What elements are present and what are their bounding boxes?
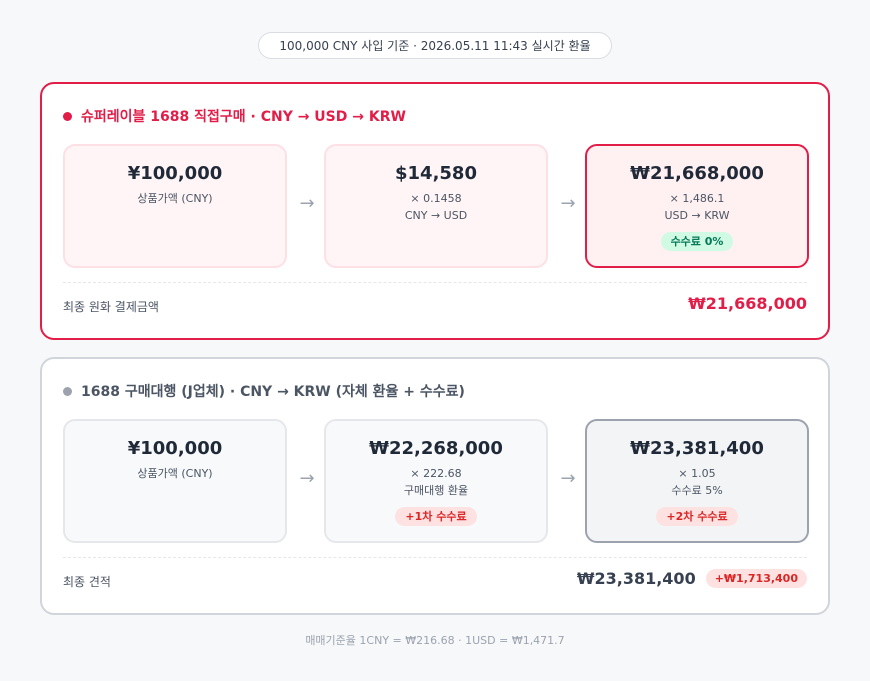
card-title: 슈퍼레이블 1688 직접구매 · CNY → USD → KRW bbox=[63, 106, 406, 126]
step-box-krw: ₩21,668,000 × 1,486.1 USD → KRW 수수료 0% bbox=[585, 144, 809, 268]
header-summary-pill: 100,000 CNY 사입 기준 · 2026.05.11 11:43 실시간… bbox=[258, 32, 612, 59]
footer-label: 최종 견적 bbox=[63, 575, 111, 589]
footer-total: ₩21,668,000 bbox=[688, 294, 807, 313]
step-label: 상품가액 (CNY) bbox=[137, 192, 213, 205]
step-label: 구매대행 환율 bbox=[403, 484, 469, 497]
step-rate: × 1,486.1 bbox=[669, 192, 725, 205]
step-box-usd: $14,580 × 0.1458 CNY → USD bbox=[324, 144, 548, 268]
step-pair: USD → KRW bbox=[664, 209, 730, 222]
step-box-cny: ¥100,000 상품가액 (CNY) bbox=[63, 419, 287, 543]
step-rate: × 0.1458 bbox=[410, 192, 462, 205]
step-box-agency-fee: ₩23,381,400 × 1.05 수수료 5% +2차 수수료 bbox=[585, 419, 809, 543]
step-amount: ₩22,268,000 bbox=[369, 438, 503, 459]
step-amount: ₩21,668,000 bbox=[630, 163, 764, 184]
fee-badge: +1차 수수료 bbox=[395, 507, 477, 526]
footer-total: ₩23,381,400 bbox=[576, 569, 696, 588]
footer-total-group: ₩23,381,400 +₩1,713,400 bbox=[577, 569, 807, 588]
step-pair: CNY → USD bbox=[404, 209, 468, 222]
step-label: 수수료 5% bbox=[671, 484, 723, 497]
status-dot-icon bbox=[63, 386, 72, 396]
header-summary-text: 100,000 CNY 사입 기준 · 2026.05.11 11:43 실시간… bbox=[279, 39, 591, 53]
step-amount: ₩23,381,400 bbox=[630, 438, 764, 459]
fee-badge: 수수료 0% bbox=[660, 232, 734, 251]
step-rate: × 1.05 bbox=[678, 467, 716, 480]
superlabel-direct-card: 슈퍼레이블 1688 직접구매 · CNY → USD → KRW ¥100,0… bbox=[40, 82, 830, 340]
card-title-text: 1688 구매대행 (J업체) · CNY → KRW (자체 환율 + 수수료… bbox=[81, 384, 465, 400]
step-amount: ¥100,000 bbox=[127, 438, 223, 459]
reference-rate-note: 매매기준율 1CNY = ₩216.68 · 1USD = ₩1,471.7 bbox=[305, 634, 565, 647]
step-box-cny: ¥100,000 상품가액 (CNY) bbox=[63, 144, 287, 268]
arrow-right-icon: → bbox=[299, 193, 315, 214]
arrow-right-icon: → bbox=[299, 468, 315, 489]
card-title-text: 슈퍼레이블 1688 직접구매 · CNY → USD → KRW bbox=[81, 109, 406, 125]
difference-badge: +₩1,713,400 bbox=[705, 569, 807, 588]
footer-label: 최종 원화 결제금액 bbox=[63, 300, 159, 314]
agency-purchase-card: 1688 구매대행 (J업체) · CNY → KRW (자체 환율 + 수수료… bbox=[40, 357, 830, 615]
card-title: 1688 구매대행 (J업체) · CNY → KRW (자체 환율 + 수수료… bbox=[63, 381, 465, 401]
arrow-right-icon: → bbox=[560, 193, 576, 214]
step-amount: $14,580 bbox=[395, 163, 477, 184]
fee-badge: +2차 수수료 bbox=[656, 507, 738, 526]
status-dot-icon bbox=[63, 111, 72, 121]
step-box-agency-rate: ₩22,268,000 × 222.68 구매대행 환율 +1차 수수료 bbox=[324, 419, 548, 543]
divider bbox=[63, 282, 807, 283]
divider bbox=[63, 557, 807, 558]
step-rate: × 222.68 bbox=[410, 467, 462, 480]
step-amount: ¥100,000 bbox=[127, 163, 223, 184]
step-label: 상품가액 (CNY) bbox=[137, 467, 213, 480]
arrow-right-icon: → bbox=[560, 468, 576, 489]
